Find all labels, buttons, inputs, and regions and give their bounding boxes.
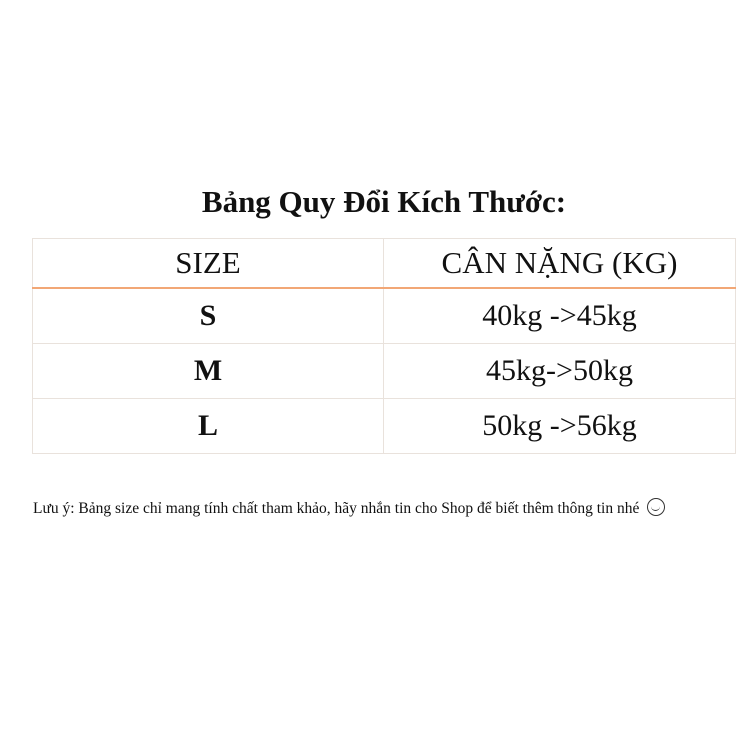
page-title: Bảng Quy Đổi Kích Thước:	[201, 184, 567, 219]
note-text: Lưu ý: Bảng size chỉ mang tính chất tham…	[33, 500, 640, 517]
weight-cell: 50kg ->56kg	[383, 398, 736, 454]
size-table: SIZE CÂN NẶNG (KG) S 40kg ->45kg M 45kg-…	[32, 238, 736, 454]
size-cell: L	[32, 398, 384, 454]
weight-cell: 45kg->50kg	[383, 343, 736, 399]
table-header-row: SIZE CÂN NẶNG (KG)	[32, 238, 736, 289]
weight-cell: 40kg ->45kg	[383, 287, 736, 344]
size-cell: M	[32, 343, 384, 399]
table-row: S 40kg ->45kg	[32, 287, 736, 344]
size-cell: S	[32, 287, 384, 344]
header-weight: CÂN NẶNG (KG)	[383, 238, 736, 289]
table-row: M 45kg->50kg	[32, 343, 736, 399]
table-row: L 50kg ->56kg	[32, 398, 736, 454]
header-size: SIZE	[32, 238, 384, 289]
note: Lưu ý: Bảng size chỉ mang tính chất tham…	[33, 498, 666, 518]
smiley-face-icon	[647, 498, 666, 516]
